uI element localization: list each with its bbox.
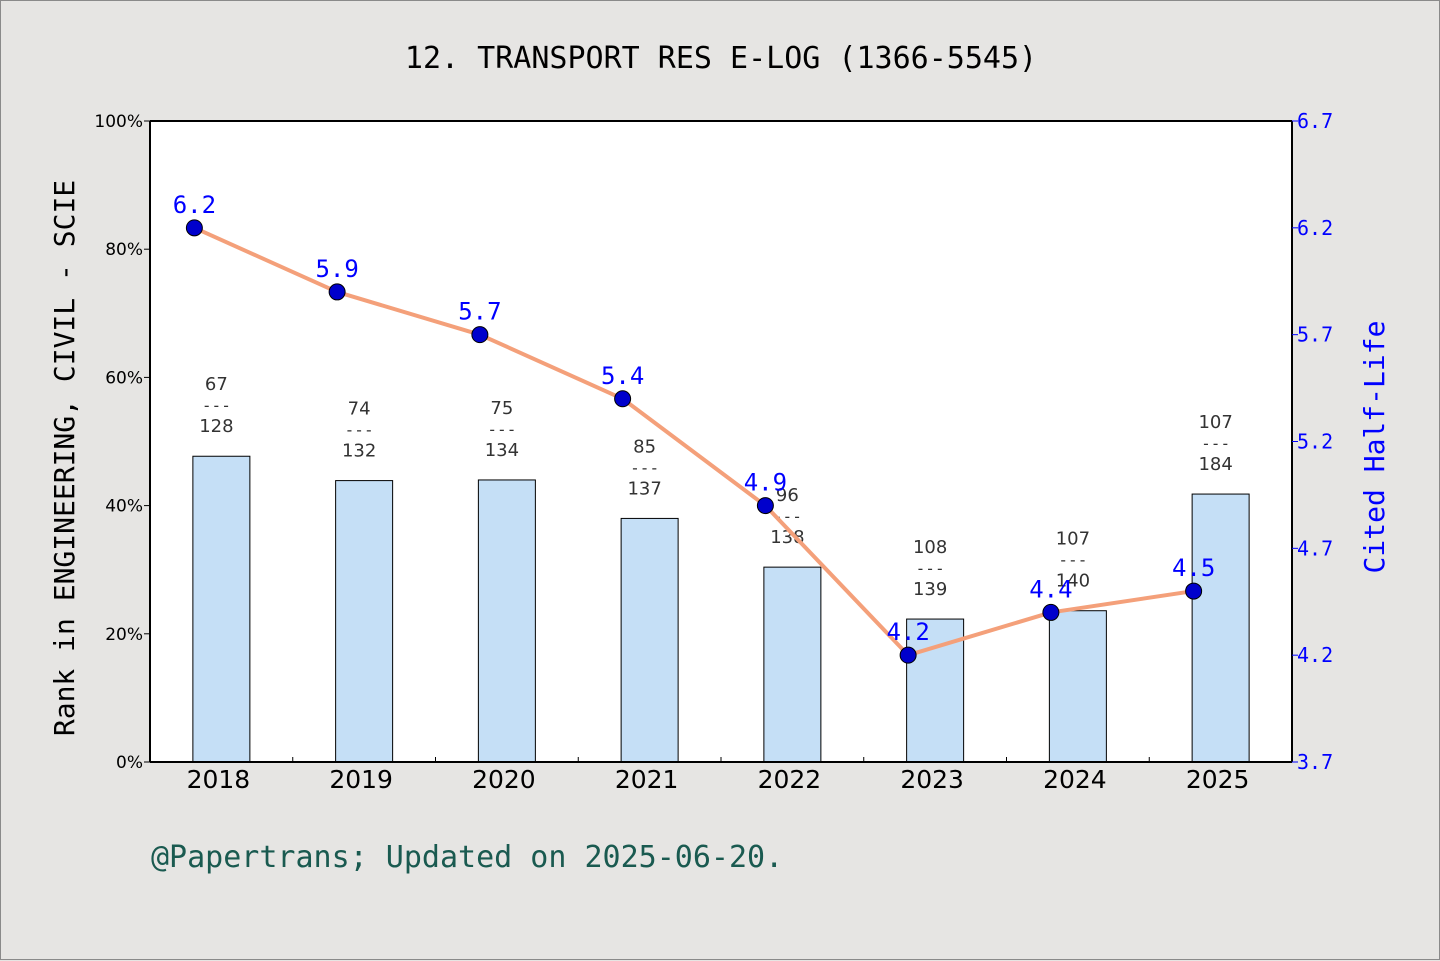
y-tick-label: 40%	[105, 497, 143, 517]
x-tick-label-2023: 2023	[900, 765, 964, 794]
rank-label-2018: 67	[205, 374, 228, 395]
bar-2025	[1191, 493, 1250, 763]
rank-label-2024: 107	[1056, 529, 1090, 550]
y2-tick-label: 5.7	[1297, 323, 1333, 347]
bar-2018	[192, 455, 251, 763]
rank-divider-2024: ---	[1058, 551, 1087, 570]
rank-label-2021: 85	[633, 436, 656, 457]
x-tick-label-2018: 2018	[187, 765, 251, 794]
y-tick-label: 20%	[105, 625, 143, 645]
half-life-label-2024: 4.4	[1029, 575, 1072, 603]
rank-total-2025: 184	[1198, 454, 1232, 475]
rank-total-2022: 138	[770, 527, 804, 548]
y-tick-label: 60%	[105, 368, 143, 388]
y-tick-label: 0%	[116, 753, 143, 773]
x-tick-label-2022: 2022	[758, 765, 822, 794]
rank-total-2024: 140	[1056, 571, 1090, 592]
y2-tick-label: 5.2	[1297, 430, 1333, 454]
rank-divider-2025: ---	[1201, 434, 1230, 453]
rank-label-2022: 96	[776, 485, 799, 506]
rank-divider-2023: ---	[916, 559, 945, 578]
rank-total-2021: 137	[627, 478, 661, 499]
x-tick-label-2021: 2021	[615, 765, 679, 794]
y2-tick-label: 6.2	[1297, 216, 1333, 240]
rank-divider-2018: ---	[202, 396, 231, 415]
half-life-label-2019: 5.9	[315, 255, 358, 283]
half-life-point-2024	[1042, 603, 1060, 621]
half-life-point-2023	[899, 646, 917, 664]
half-life-point-2025	[1185, 582, 1203, 600]
bar-2022	[763, 566, 822, 763]
rank-label-2025: 107	[1198, 412, 1232, 433]
half-life-point-2019	[328, 283, 346, 301]
x-tick-label-2019: 2019	[329, 765, 393, 794]
half-life-point-2022	[756, 497, 774, 515]
rank-total-2019: 132	[342, 441, 376, 462]
rank-divider-2020: ---	[487, 420, 516, 439]
half-life-point-2020	[471, 326, 489, 344]
half-life-label-2023: 4.2	[886, 618, 929, 646]
y2-tick-label: 4.2	[1297, 643, 1333, 667]
plot-area	[150, 121, 1292, 762]
y2-tick-label: 4.7	[1297, 536, 1333, 560]
half-life-point-2021	[614, 390, 632, 408]
rank-label-2020: 75	[490, 398, 513, 419]
rank-total-2020: 134	[485, 440, 519, 461]
bar-2024	[1048, 610, 1107, 763]
bar-2019	[335, 480, 394, 763]
rank-divider-2021: ---	[630, 458, 659, 477]
y2-tick-label: 3.7	[1297, 750, 1333, 774]
x-tick-label-2025: 2025	[1186, 765, 1250, 794]
half-life-point-2018	[185, 219, 203, 237]
x-tick-label-2024: 2024	[1043, 765, 1107, 794]
bar-2021	[620, 517, 679, 763]
half-life-line	[192, 225, 1196, 658]
footer-note: @Papertrans; Updated on 2025-06-20.	[151, 840, 783, 875]
chart-title: 12. TRANSPORT RES E-LOG (1366-5545)	[405, 41, 1037, 76]
half-life-label-2022: 4.9	[744, 469, 787, 497]
rank-total-2023: 139	[913, 579, 947, 600]
half-life-label-2021: 5.4	[601, 362, 644, 390]
bar-2020	[477, 479, 536, 763]
rank-divider-2019: ---	[345, 421, 374, 440]
half-life-label-2025: 4.5	[1172, 554, 1215, 582]
y-tick-label: 100%	[94, 112, 143, 132]
y2-axis-label: Cited Half-Life	[1358, 321, 1391, 574]
y-axis-label: Rank in ENGINEERING, CIVIL - SCIE	[48, 180, 81, 736]
half-life-label-2020: 5.7	[458, 298, 501, 326]
rank-label-2023: 108	[913, 537, 947, 558]
y2-tick-label: 6.7	[1297, 109, 1333, 133]
x-tick-label-2020: 2020	[472, 765, 536, 794]
rank-label-2019: 74	[348, 399, 371, 420]
rank-total-2018: 128	[199, 416, 233, 437]
y-tick-label: 80%	[105, 240, 143, 260]
half-life-label-2018: 6.2	[173, 191, 216, 219]
